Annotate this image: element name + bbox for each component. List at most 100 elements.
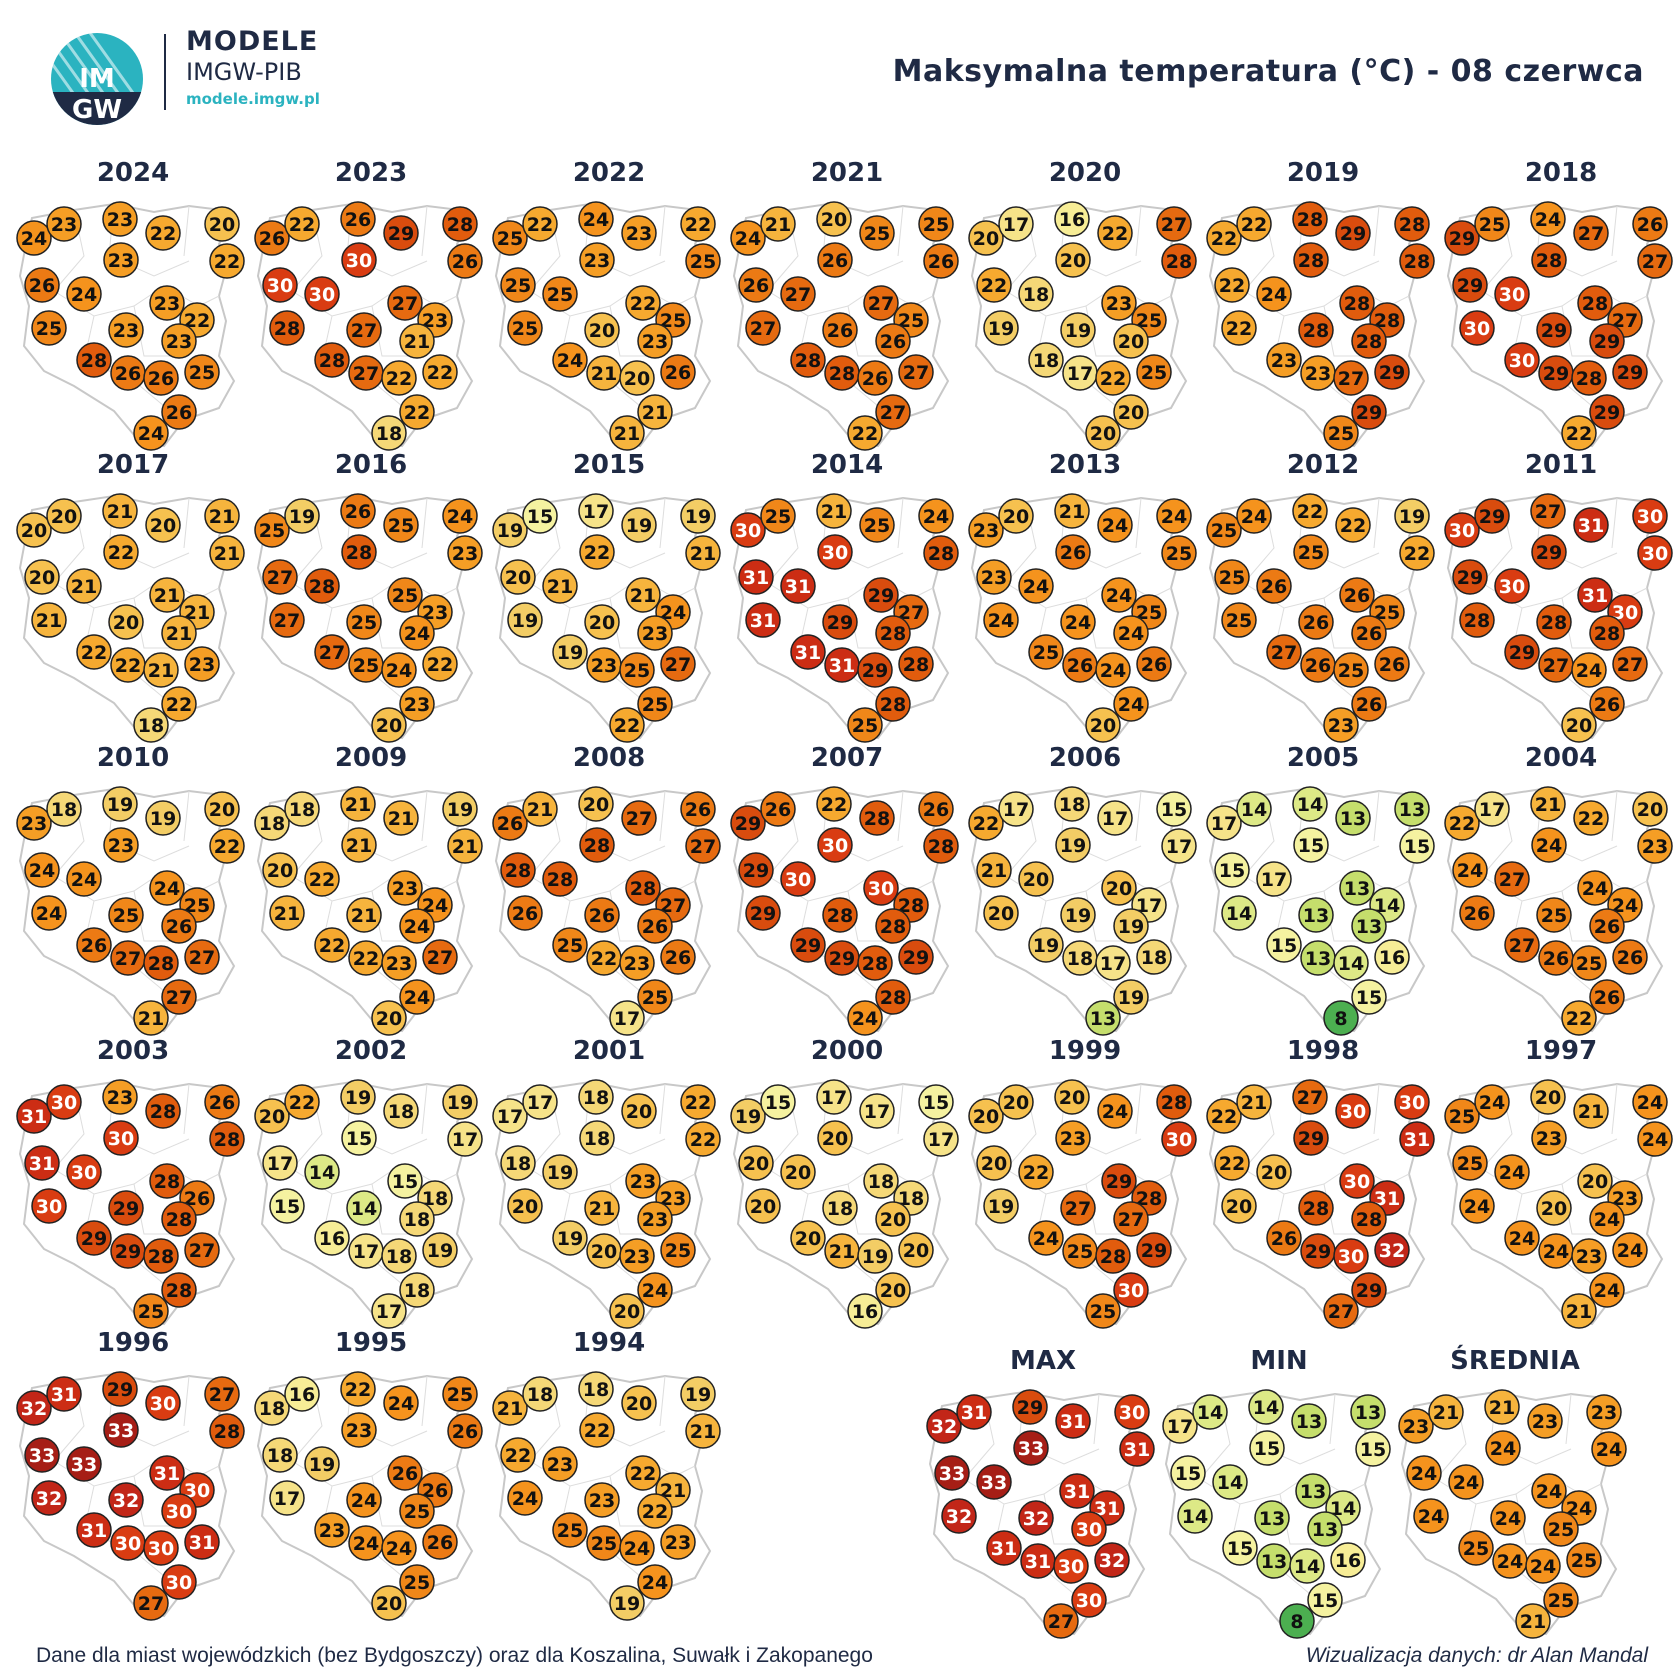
temperature-circle — [1637, 828, 1673, 864]
temperature-circle — [817, 1120, 853, 1156]
temperature-circle — [1254, 1500, 1290, 1536]
temperature-circle — [346, 604, 382, 640]
temperature-circle — [284, 1376, 320, 1412]
temperature-value: 30 — [166, 1572, 192, 1594]
temperature-circle — [1413, 1498, 1449, 1534]
temperature-value: 31 — [81, 1520, 107, 1542]
temperature-circle — [143, 360, 179, 396]
city-marker-kraków: 26 — [1351, 686, 1387, 722]
temperature-value: 28 — [928, 543, 954, 565]
city-marker-rzeszów: 27 — [898, 354, 934, 390]
temperature-circle — [1452, 559, 1488, 595]
temperature-value: 25 — [1449, 1106, 1475, 1128]
temperature-circle — [1161, 1121, 1197, 1157]
temperature-circle — [976, 1145, 1012, 1181]
city-marker-opole: 21 — [824, 1233, 860, 1269]
region-border — [421, 1375, 428, 1427]
temperature-circle — [399, 1201, 435, 1237]
temperature-value: 13 — [1300, 1481, 1326, 1503]
city-marker-rzeszów: 26 — [422, 1524, 458, 1560]
temperature-value: 28 — [150, 1101, 176, 1123]
temperature-value: 32 — [946, 1506, 972, 1528]
temperature-circle — [1266, 927, 1302, 963]
city-marker-kraków: 29 — [1351, 1272, 1387, 1308]
temperature-circle — [816, 493, 852, 529]
temperature-circle — [161, 908, 197, 944]
temperature-circle — [1444, 1098, 1480, 1134]
temperature-circle — [1577, 1163, 1613, 1199]
city-marker-białystok: 17 — [1161, 828, 1197, 864]
city-marker-białystok: 28 — [923, 535, 959, 571]
city-marker-zielona-góra: 14 — [1221, 895, 1257, 931]
temperature-circle — [1113, 686, 1149, 722]
temperature-circle — [341, 1120, 377, 1156]
temperature-circle — [983, 895, 1019, 931]
city-marker-kraków: 26 — [1589, 686, 1625, 722]
city-marker-białystok: 30 — [1637, 535, 1673, 571]
temperature-value: 20 — [1118, 402, 1144, 424]
temperature-value: 30 — [1344, 1171, 1370, 1193]
temperature-circle — [24, 267, 60, 303]
temperature-value: 29 — [862, 660, 888, 682]
city-marker-łódź: 23 — [584, 1482, 620, 1518]
temperature-value: 25 — [1338, 660, 1364, 682]
temperature-circle — [161, 1272, 197, 1308]
temperature-value: 24 — [447, 506, 473, 528]
temperature-value: 30 — [1338, 1246, 1364, 1268]
temperature-value: 24 — [1261, 284, 1287, 306]
city-marker-gdańsk: 21 — [1530, 786, 1566, 822]
temperature-value: 17 — [1003, 214, 1029, 236]
city-marker-szczecin: 18 — [254, 1390, 290, 1426]
temperature-value: 19 — [345, 1087, 371, 1109]
city-marker-gorzów-wlkp-: 18 — [500, 1145, 536, 1181]
city-marker-gdańsk: 17 — [578, 493, 614, 529]
temperature-circle — [625, 870, 661, 906]
temperature-value: 19 — [447, 799, 473, 821]
temperature-circle — [637, 1493, 673, 1529]
city-marker-suwałki: 22 — [680, 1084, 716, 1120]
city-marker-suwałki: 13 — [1394, 791, 1430, 827]
temperature-circle — [745, 310, 781, 346]
temperature-value: 22 — [1578, 808, 1604, 830]
temperature-circle — [1256, 1154, 1292, 1190]
temperature-value: 31 — [1374, 1188, 1400, 1210]
temperature-circle — [1335, 1093, 1371, 1129]
temperature-circle — [1543, 1511, 1579, 1547]
temperature-value: 26 — [1379, 654, 1405, 676]
temperature-value: 31 — [1578, 515, 1604, 537]
city-marker-koszalin: 14 — [1236, 791, 1272, 827]
temperature-circle — [340, 493, 376, 529]
temperature-circle — [161, 1564, 197, 1600]
temperature-value: 14 — [1226, 903, 1252, 925]
temperature-circle — [1113, 908, 1149, 944]
temperature-value: 21 — [346, 835, 372, 857]
panel-title: 2006 — [1048, 743, 1122, 773]
temperature-value: 29 — [1479, 506, 1505, 528]
temperature-circle — [1536, 312, 1572, 348]
temperature-value: 20 — [988, 903, 1014, 925]
region-border — [183, 1083, 190, 1135]
brand-url-link[interactable]: modele.imgw.pl — [186, 90, 320, 108]
city-marker-białystok: 27 — [685, 828, 721, 864]
temperature-circle — [1452, 1145, 1488, 1181]
city-marker-poznań: 24 — [1448, 1464, 1484, 1500]
temperature-value: 27 — [1612, 310, 1638, 332]
city-marker-zielona-góra: 19 — [983, 1188, 1019, 1224]
city-marker-zielona-góra: 26 — [1459, 895, 1495, 931]
temperature-value: 22 — [1102, 223, 1128, 245]
temperature-circle — [66, 568, 102, 604]
temperature-value: 20 — [1059, 1087, 1085, 1109]
temperature-value: 22 — [214, 251, 240, 273]
temperature-value: 27 — [1048, 1611, 1074, 1633]
temperature-circle — [383, 800, 419, 836]
temperature-value: 23 — [584, 250, 610, 272]
city-marker-gorzów-wlkp-: 20 — [500, 559, 536, 595]
panel-2004: 2004 22 17 21 22 20 23 24 27 24 24 26 25 24 27 26 25 26 26… — [1442, 743, 1680, 1036]
temperature-circle — [399, 1493, 435, 1529]
city-marker-opole: 21 — [586, 355, 622, 391]
temperature-value: 28 — [1161, 1092, 1187, 1114]
temperature-value: 13 — [1356, 916, 1382, 938]
temperature-circle — [522, 206, 558, 242]
